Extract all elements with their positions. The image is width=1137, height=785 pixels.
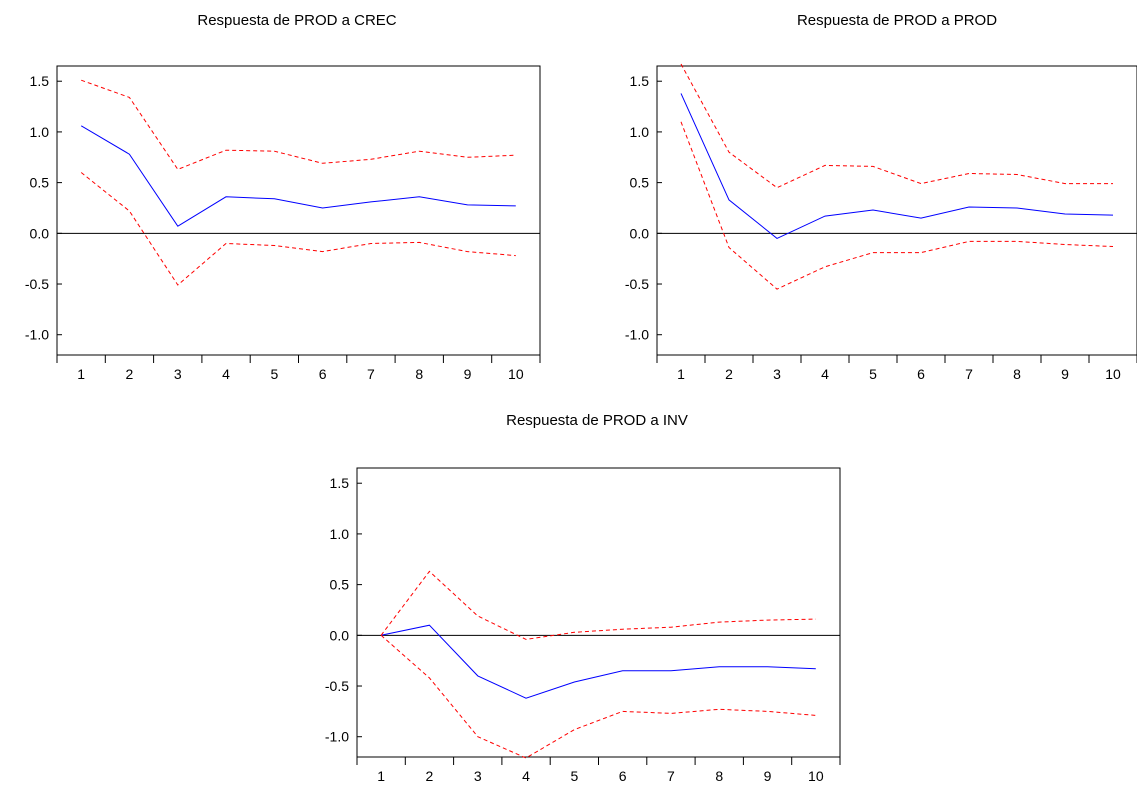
x-tick-label: 3 xyxy=(174,366,182,382)
y-tick-label: -1.0 xyxy=(325,729,349,745)
x-tick-label: 5 xyxy=(869,366,877,382)
upper-band-line xyxy=(81,79,516,171)
y-tick-label: 1.5 xyxy=(30,73,50,89)
plot-frame xyxy=(56,65,541,356)
x-tick-label: 7 xyxy=(667,768,675,784)
x-tick-label: 5 xyxy=(570,768,578,784)
lower-band-line xyxy=(680,121,1114,290)
x-tick-label: 5 xyxy=(270,366,278,382)
plot-frame xyxy=(356,467,841,758)
y-tick-label: 0.0 xyxy=(330,627,350,643)
y-tick-label: -1.0 xyxy=(625,327,649,343)
chart-title: Respuesta de PROD a INV xyxy=(506,412,688,429)
x-tick-label: 6 xyxy=(619,768,627,784)
x-tick-label: 8 xyxy=(1013,366,1021,382)
x-tick-label: 3 xyxy=(474,768,482,784)
x-tick-label: 10 xyxy=(508,366,524,382)
y-tick-label: -0.5 xyxy=(25,276,49,292)
upper-band-line xyxy=(380,570,816,640)
x-tick-label: 2 xyxy=(126,366,134,382)
lower-band-line xyxy=(80,172,516,286)
x-tick-label: 10 xyxy=(808,768,824,784)
x-tick-label: 9 xyxy=(764,768,772,784)
y-tick-label: -1.0 xyxy=(25,327,49,343)
y-tick-label: 1.5 xyxy=(330,475,350,491)
y-tick-label: 0.0 xyxy=(630,225,650,241)
response-line xyxy=(380,624,816,699)
y-tick-label: 1.5 xyxy=(630,73,650,89)
x-tick-label: 6 xyxy=(917,366,925,382)
plot-frame xyxy=(656,65,1137,356)
x-tick-label: 8 xyxy=(415,366,423,382)
response-line xyxy=(680,93,1114,239)
y-tick-label: 1.0 xyxy=(630,124,650,140)
y-tick-label: 0.0 xyxy=(30,225,50,241)
y-tick-label: 0.5 xyxy=(30,175,50,191)
chart-title: Respuesta de PROD a PROD xyxy=(796,12,998,29)
x-tick-label: 3 xyxy=(773,366,781,382)
x-tick-label: 1 xyxy=(377,768,385,784)
y-tick-label: 0.5 xyxy=(630,175,650,191)
y-tick-label: 0.5 xyxy=(330,577,350,593)
y-tick-label: 1.0 xyxy=(330,526,350,542)
x-tick-label: 9 xyxy=(464,366,472,382)
y-tick-label: 1.0 xyxy=(30,124,50,140)
lower-band-line xyxy=(380,634,816,759)
x-tick-label: 7 xyxy=(965,366,973,382)
x-tick-label: 7 xyxy=(367,366,375,382)
y-tick-label: -0.5 xyxy=(625,276,649,292)
response-line xyxy=(80,125,516,227)
x-tick-label: 9 xyxy=(1061,366,1069,382)
x-tick-label: 2 xyxy=(426,768,434,784)
x-tick-label: 1 xyxy=(677,366,685,382)
x-tick-label: 2 xyxy=(725,366,733,382)
y-tick-label: -0.5 xyxy=(325,678,349,694)
x-tick-label: 10 xyxy=(1105,366,1121,382)
chart-title: Respuesta de PROD a CREC xyxy=(197,12,397,29)
upper-band-line xyxy=(680,63,1113,189)
x-tick-label: 8 xyxy=(715,768,723,784)
x-tick-label: 1 xyxy=(77,366,85,382)
x-tick-label: 6 xyxy=(319,366,327,382)
x-tick-label: 4 xyxy=(522,768,530,784)
x-tick-label: 4 xyxy=(821,366,829,382)
x-tick-label: 4 xyxy=(222,366,230,382)
